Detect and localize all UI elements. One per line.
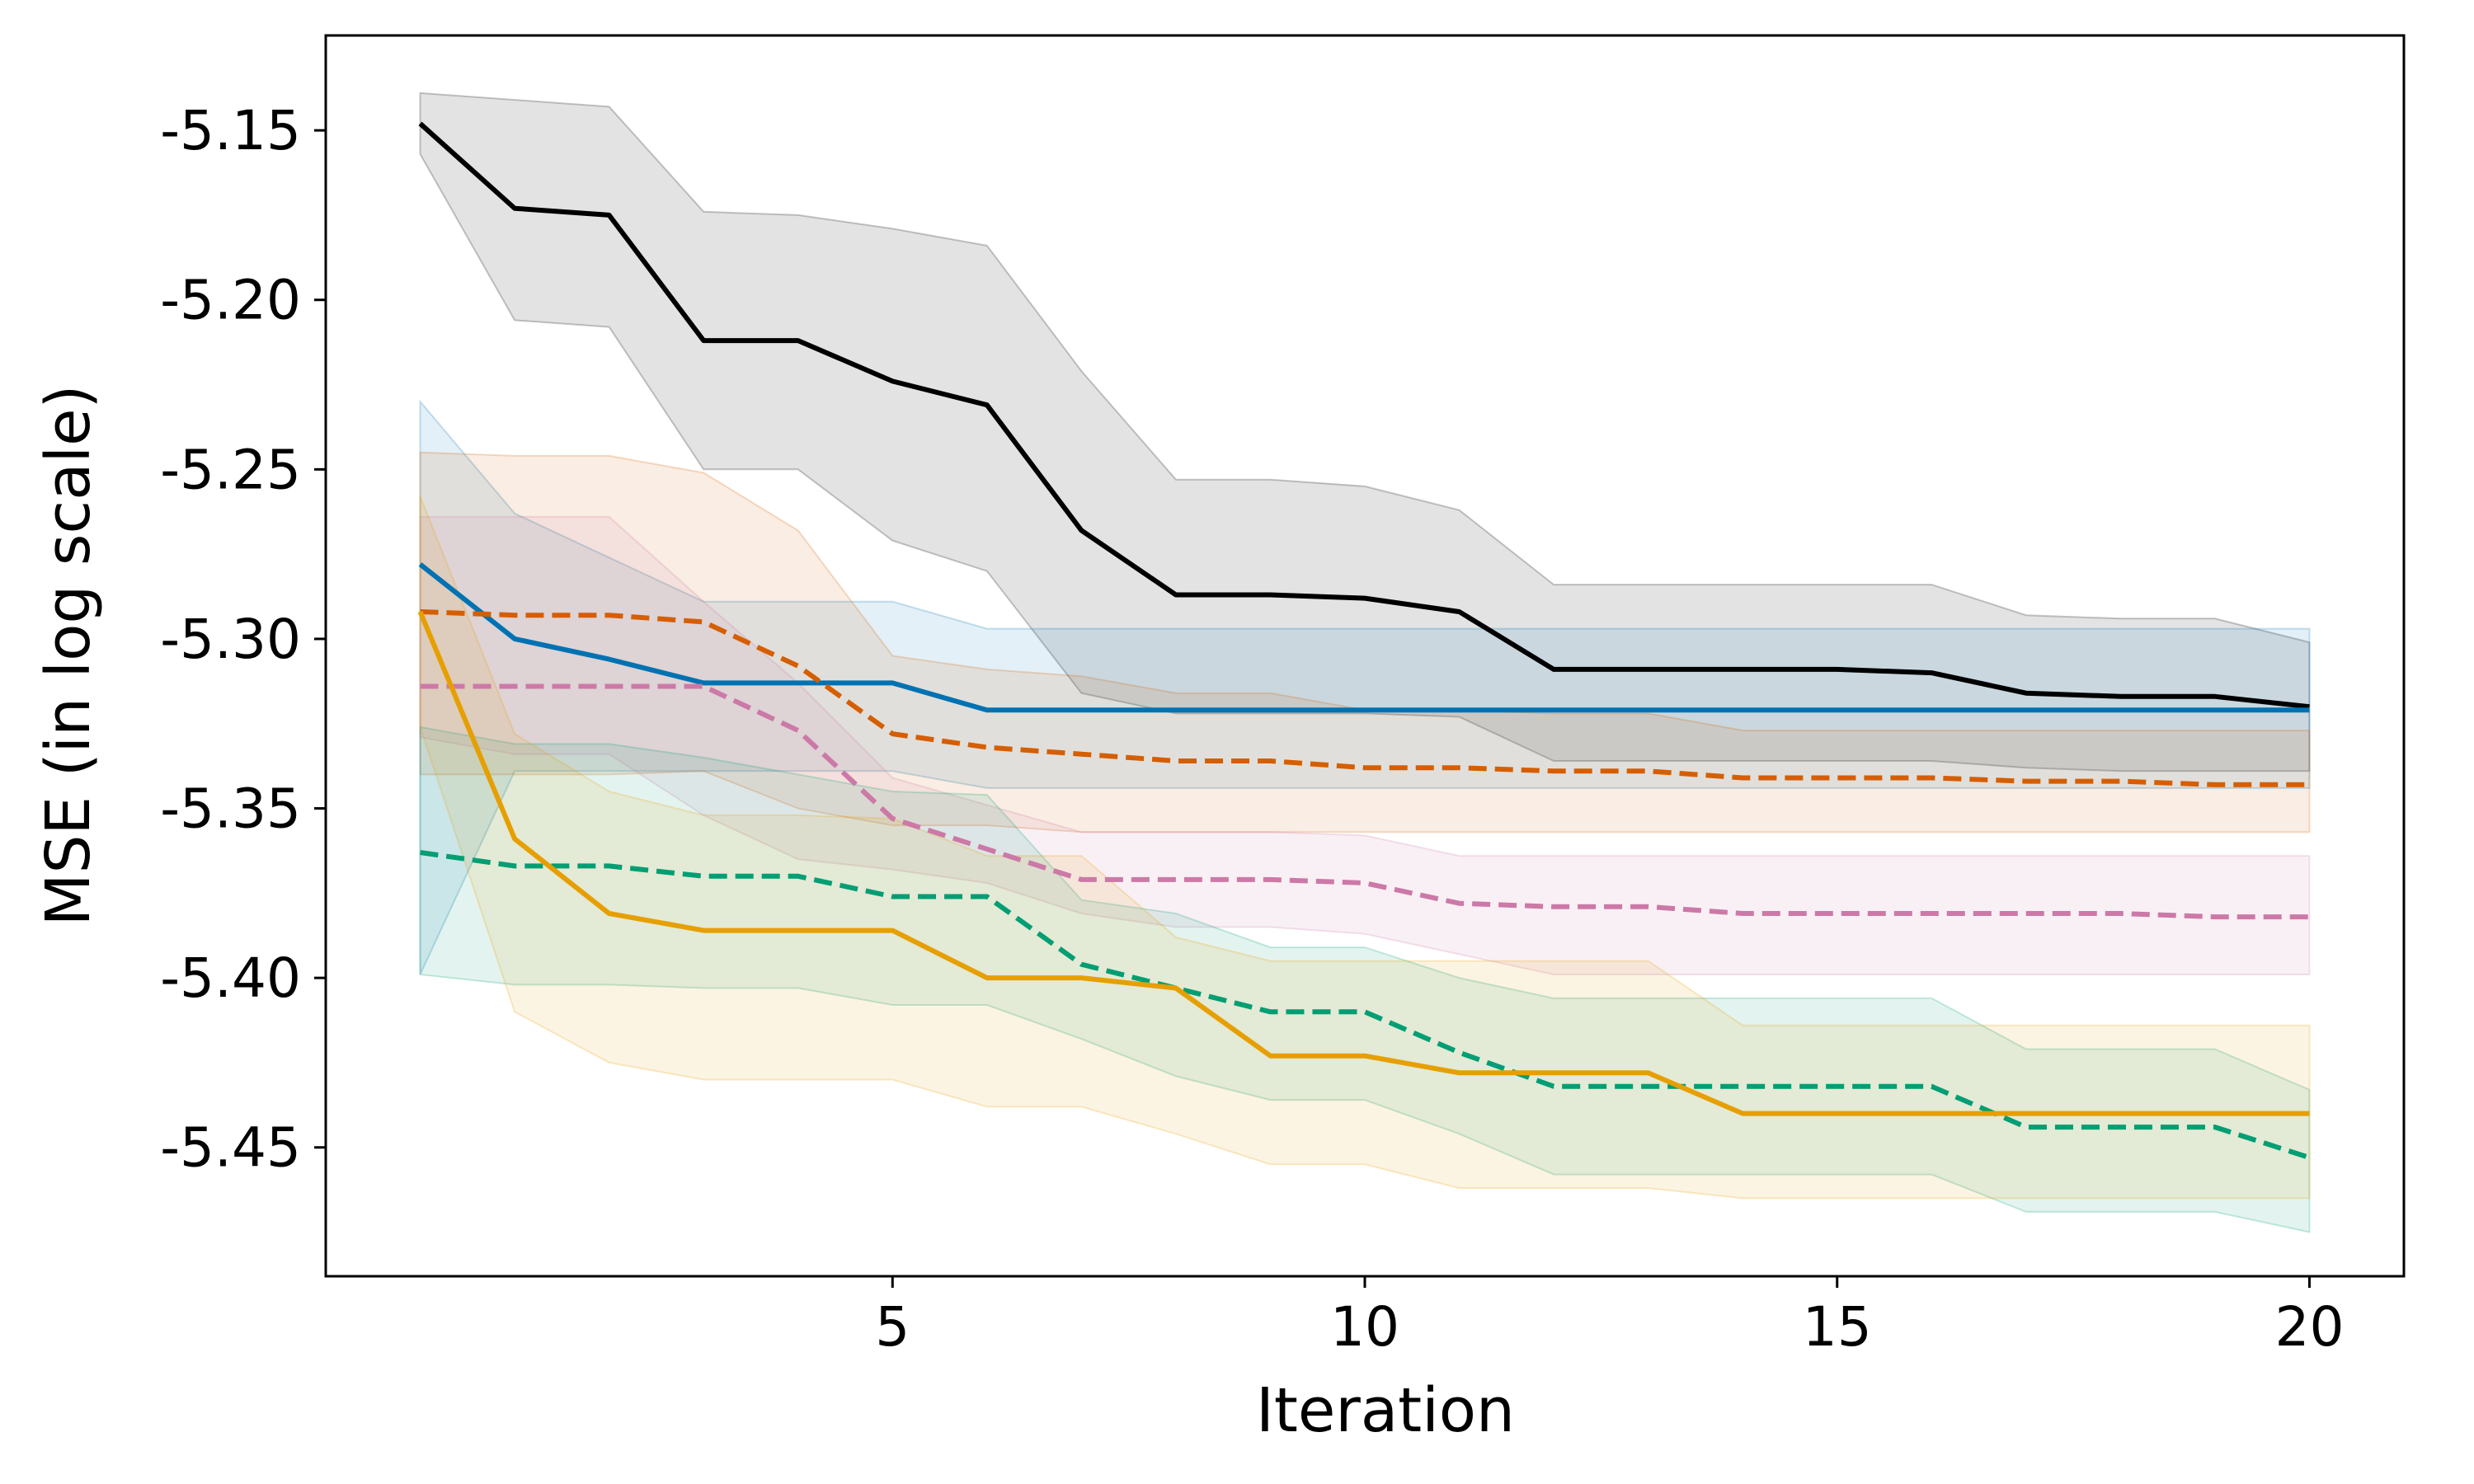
- band-amber-solid: [419, 495, 2311, 1200]
- y-tick-label: -5.30: [160, 608, 301, 671]
- x-tick-label: 15: [1803, 1295, 1872, 1359]
- y-tick-label: -5.35: [160, 777, 301, 841]
- x-axis: 5 10 15 20: [875, 1276, 2344, 1359]
- series-lines: [417, 121, 2311, 1160]
- confidence-bands: [419, 92, 2311, 1233]
- x-tick-label: 10: [1330, 1295, 1399, 1359]
- y-tick-label: -5.45: [160, 1116, 301, 1180]
- band-pink-dashed: [419, 515, 2311, 975]
- x-tick-label: 20: [2274, 1295, 2344, 1359]
- y-tick-label: -5.40: [160, 946, 301, 1010]
- band-orange-dashed: [419, 451, 2311, 834]
- y-axis: -5.45 -5.40 -5.35 -5.30 -5.25 -5.20 -5.15: [160, 99, 326, 1180]
- band-green-dashed: [419, 726, 2311, 1233]
- y-tick-label: -5.20: [160, 269, 301, 332]
- band-black-solid: [419, 92, 2311, 773]
- series-line-pink-dashed: [420, 683, 2310, 920]
- x-tick-label: 5: [875, 1295, 910, 1359]
- x-axis-label: Iteration: [1256, 1375, 1515, 1446]
- y-tick-label: -5.25: [160, 438, 301, 501]
- band-blue-solid: [419, 399, 2311, 975]
- y-axis-label: MSE (in log scale): [33, 385, 104, 927]
- y-tick-label: -5.15: [160, 99, 301, 162]
